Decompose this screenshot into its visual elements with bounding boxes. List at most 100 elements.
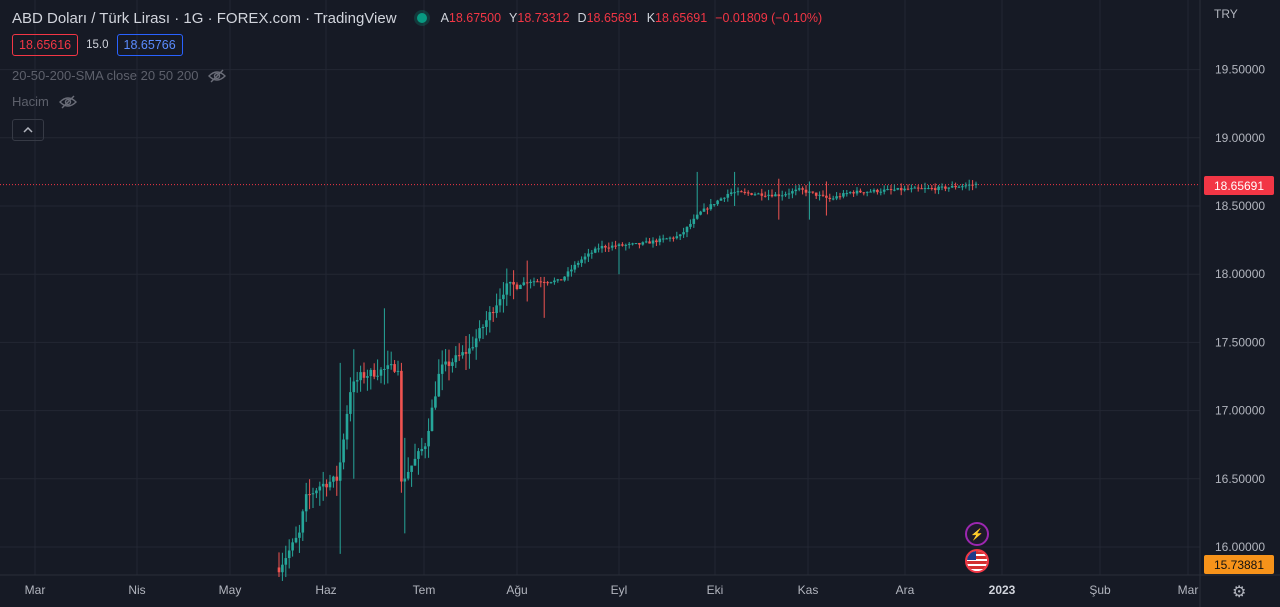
flash-icon[interactable]: ⚡ (965, 522, 989, 546)
candle-body (325, 483, 328, 488)
candle-body (627, 243, 631, 245)
candle-body (906, 188, 910, 190)
spread-value: 15.0 (86, 39, 109, 51)
candle-body (814, 192, 818, 196)
candle-body (386, 365, 390, 369)
candle-body (468, 348, 471, 354)
low-value: 18.65691 (586, 11, 639, 25)
candle-body (512, 282, 515, 285)
eye-off-icon[interactable] (208, 69, 227, 83)
buy-button[interactable]: 18.65766 (116, 34, 183, 56)
y-tick-label: 16.50000 (1215, 472, 1265, 486)
x-tick-label: Eyl (611, 583, 628, 597)
y-tick-label: 18.00000 (1215, 267, 1265, 281)
candle-body (349, 392, 352, 414)
candle-body (780, 195, 784, 197)
candle-body (689, 223, 692, 227)
x-tick-label: Ara (896, 583, 915, 597)
candle-body (777, 194, 781, 197)
candle-body (964, 185, 968, 187)
x-tick-label: Nis (128, 583, 145, 597)
candle-body (447, 361, 451, 366)
candle-body (770, 194, 774, 197)
trade-buttons: 18.65616 15.0 18.65766 (12, 34, 183, 56)
x-tick-label: Şub (1089, 583, 1111, 597)
candle-body (372, 369, 376, 377)
candle-body (597, 248, 600, 250)
candle-body (641, 242, 645, 245)
candle-body (338, 462, 342, 481)
candle-body (539, 281, 543, 283)
candle-body (933, 188, 937, 191)
candle-body (508, 282, 512, 284)
y-tick-label: 19.00000 (1215, 131, 1265, 145)
candle-body (332, 476, 335, 482)
candle-body (570, 269, 573, 272)
candle-body (940, 186, 944, 188)
candle-body (529, 281, 532, 284)
candle-body (876, 189, 879, 193)
collapse-legend-button[interactable] (12, 119, 44, 141)
candle-body (760, 193, 764, 196)
candle-body (668, 237, 672, 239)
us-flag-icon[interactable] (965, 549, 989, 573)
candle-body (498, 299, 502, 306)
candle-body (362, 372, 366, 378)
candle-body (736, 191, 740, 193)
gear-icon[interactable]: ⚙ (1232, 584, 1247, 601)
candle-body (321, 483, 325, 487)
eye-off-icon[interactable] (58, 95, 77, 109)
candle-body (471, 347, 475, 349)
x-tick-label: Eki (707, 583, 724, 597)
candle-body (811, 191, 815, 193)
volume-indicator-legend[interactable]: Hacim (12, 94, 77, 109)
candle-body (763, 195, 767, 197)
candle-body (515, 284, 519, 289)
candle-body (879, 191, 883, 193)
candle-body (553, 280, 556, 283)
candle-body (651, 240, 655, 244)
candle-body (291, 542, 294, 551)
candle-body (355, 380, 359, 382)
candle-body (546, 282, 549, 284)
candle-body (566, 271, 570, 277)
candle-body (298, 532, 301, 538)
candle-body (379, 369, 383, 376)
candle-body (328, 481, 332, 488)
candle-body (706, 208, 709, 210)
close-value: 18.65691 (655, 11, 708, 25)
candle-body (281, 564, 284, 573)
candle-body (522, 282, 526, 285)
candle-body (682, 232, 685, 235)
candle-body (808, 191, 811, 193)
candle-body (967, 184, 971, 186)
candle-body (787, 193, 791, 195)
candle-body (862, 192, 866, 194)
candle-body (930, 188, 934, 190)
candle-body (519, 284, 522, 289)
sell-button[interactable]: 18.65616 (12, 34, 79, 56)
candle-body (559, 279, 563, 281)
sma-indicator-legend[interactable]: 20-50-200-SMA close 20 50 200 (12, 68, 227, 83)
candle-body (896, 188, 900, 190)
chart-header: ABD Doları / Türk Lirası · 1G · FOREX.co… (12, 8, 822, 28)
candle-body (434, 396, 437, 408)
candle-body (791, 191, 794, 194)
candle-body (406, 471, 410, 479)
candle-body (944, 186, 947, 189)
candle-body (478, 328, 481, 339)
candle-body (852, 192, 855, 194)
candle-body (784, 194, 787, 196)
candle-body (702, 208, 706, 212)
candle-body (437, 373, 441, 397)
candle-body (621, 244, 624, 246)
candle-body (716, 200, 719, 205)
symbol-title[interactable]: ABD Doları / Türk Lirası · 1G · FOREX.co… (12, 9, 397, 27)
candle-body (886, 189, 889, 191)
x-tick-label: Tem (413, 583, 436, 597)
candle-body (865, 191, 869, 193)
candle-body (882, 189, 886, 192)
candle-body (444, 361, 447, 365)
candle-body (923, 188, 927, 190)
